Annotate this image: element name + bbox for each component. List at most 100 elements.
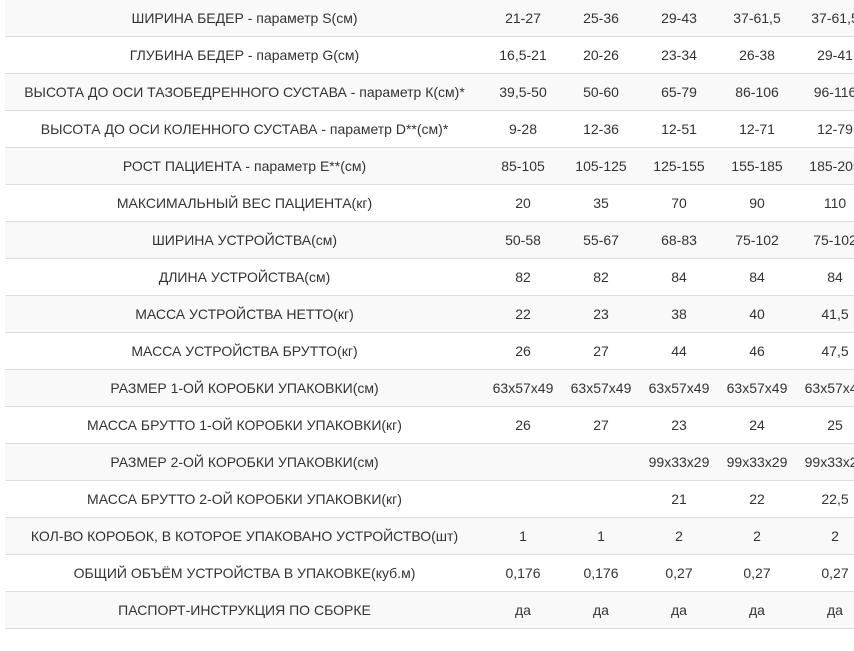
table-cell: 23 [562, 295, 640, 333]
table-cell: да [484, 591, 562, 629]
table-cell: 23-34 [640, 36, 718, 74]
table-cell: 37-61,5 [718, 0, 796, 37]
table-row: ПАСПОРТ-ИНСТРУКЦИЯ ПО СБОРКЕ да да да да да [5, 591, 854, 629]
table-cell: 68-83 [640, 221, 718, 259]
table-cell: да [640, 591, 718, 629]
table-cell: 0,27 [796, 554, 854, 592]
table-cell: 2 [718, 517, 796, 555]
table-cell: 22,5 [796, 480, 854, 518]
table-cell: 0,176 [562, 554, 640, 592]
table-cell: 86-106 [718, 73, 796, 111]
table-cell: 38 [640, 295, 718, 333]
table-cell: 12-79 [796, 110, 854, 148]
table-cell: да [796, 591, 854, 629]
table-row: МАКСИМАЛЬНЫЙ ВЕС ПАЦИЕНТА(кг) 20 35 70 90 110 [5, 184, 854, 222]
table-cell: 99x33x29 [640, 443, 718, 481]
table-cell: 2 [640, 517, 718, 555]
table-cell: 63x57x49 [640, 369, 718, 407]
table-cell: 50-60 [562, 73, 640, 111]
table-cell: 37-61,5 [796, 0, 854, 37]
row-label: ГЛУБИНА БЕДЕР - параметр G(см) [5, 36, 484, 74]
row-label: МАССА УСТРОЙСТВА БРУТТО(кг) [5, 332, 484, 370]
table-row: МАССА УСТРОЙСТВА НЕТТО(кг) 22 23 38 40 41,5 [5, 295, 854, 333]
table-row: КОЛ-ВО КОРОБОК, В КОТОРОЕ УПАКОВАНО УСТР… [5, 517, 854, 555]
table-cell: 85-105 [484, 147, 562, 185]
table-cell: 0,27 [640, 554, 718, 592]
table-row: РАЗМЕР 2-ОЙ КОРОБКИ УПАКОВКИ(см) 99x33x29… [5, 443, 854, 481]
table-cell: 22 [484, 295, 562, 333]
table-cell: 155-185 [718, 147, 796, 185]
table-cell: 26-38 [718, 36, 796, 74]
table-cell [484, 443, 562, 481]
table-cell: 25 [796, 406, 854, 444]
table-cell: 21-27 [484, 0, 562, 37]
table-row: МАССА БРУТТО 1-ОЙ КОРОБКИ УПАКОВКИ(кг) 26… [5, 406, 854, 444]
row-label: МАССА БРУТТО 1-ОЙ КОРОБКИ УПАКОВКИ(кг) [5, 406, 484, 444]
table-cell: 20 [484, 184, 562, 222]
table-cell [484, 480, 562, 518]
table-cell: 39,5-50 [484, 73, 562, 111]
table-cell: 27 [562, 406, 640, 444]
table-cell: 0,176 [484, 554, 562, 592]
table-cell: 125-155 [640, 147, 718, 185]
row-label: ВЫСОТА ДО ОСИ КОЛЕННОГО СУСТАВА - параме… [5, 110, 484, 148]
table-cell: да [718, 591, 796, 629]
table-cell: 47,5 [796, 332, 854, 370]
table-cell: 63x57x49 [562, 369, 640, 407]
row-label: ДЛИНА УСТРОЙСТВА(см) [5, 258, 484, 296]
table-cell: 44 [640, 332, 718, 370]
table-row: РАЗМЕР 1-ОЙ КОРОБКИ УПАКОВКИ(см) 63x57x49… [5, 369, 854, 407]
row-label: ПАСПОРТ-ИНСТРУКЦИЯ ПО СБОРКЕ [5, 591, 484, 629]
table-row: ГЛУБИНА БЕДЕР - параметр G(см) 16,5-21 20-… [5, 36, 854, 74]
table-cell: 90 [718, 184, 796, 222]
table-cell [562, 480, 640, 518]
row-label: ОБЩИЙ ОБЪЁМ УСТРОЙСТВА В УПАКОВКЕ(куб.м) [5, 554, 484, 592]
table-cell [562, 443, 640, 481]
table-cell: да [562, 591, 640, 629]
table-cell: 84 [796, 258, 854, 296]
table-row: ВЫСОТА ДО ОСИ КОЛЕННОГО СУСТАВА - параме… [5, 110, 854, 148]
row-label: МАКСИМАЛЬНЫЙ ВЕС ПАЦИЕНТА(кг) [5, 184, 484, 222]
table-cell: 9-28 [484, 110, 562, 148]
table-cell: 1 [562, 517, 640, 555]
table-cell: 105-125 [562, 147, 640, 185]
table-cell: 16,5-21 [484, 36, 562, 74]
row-label: ШИРИНА УСТРОЙСТВА(см) [5, 221, 484, 259]
table-cell: 20-26 [562, 36, 640, 74]
table-cell: 75-102 [718, 221, 796, 259]
table-row: РОСТ ПАЦИЕНТА - параметр E**(см) 85-105 10… [5, 147, 854, 185]
row-label: РАЗМЕР 1-ОЙ КОРОБКИ УПАКОВКИ(см) [5, 369, 484, 407]
table-cell: 22 [718, 480, 796, 518]
table-cell: 99x33x29 [796, 443, 854, 481]
table-cell: 84 [640, 258, 718, 296]
table-cell: 63x57x49 [718, 369, 796, 407]
table-cell: 82 [484, 258, 562, 296]
table-cell: 26 [484, 332, 562, 370]
table-cell: 65-79 [640, 73, 718, 111]
table-cell: 1 [484, 517, 562, 555]
row-label: ШИРИНА БЕДЕР - параметр S(см) [5, 0, 484, 37]
table-cell: 63x57x49 [796, 369, 854, 407]
table-cell: 24 [718, 406, 796, 444]
table-cell: 26 [484, 406, 562, 444]
table-cell: 0,27 [718, 554, 796, 592]
table-cell: 27 [562, 332, 640, 370]
table-row: МАССА УСТРОЙСТВА БРУТТО(кг) 26 27 44 46 47,5 [5, 332, 854, 370]
row-label: КОЛ-ВО КОРОБОК, В КОТОРОЕ УПАКОВАНО УСТР… [5, 517, 484, 555]
table-cell: 29-43 [640, 0, 718, 37]
row-label: РОСТ ПАЦИЕНТА - параметр E**(см) [5, 147, 484, 185]
table-cell: 21 [640, 480, 718, 518]
table-cell: 96-116 [796, 73, 854, 111]
table-row: ДЛИНА УСТРОЙСТВА(см) 82 82 84 84 84 [5, 258, 854, 296]
table-cell: 12-71 [718, 110, 796, 148]
specifications-table: ШИРИНА БЕДЕР - параметр S(см) 21-27 25-36 2… [5, 0, 854, 629]
table-row: МАССА БРУТТО 2-ОЙ КОРОБКИ УПАКОВКИ(кг) 21… [5, 480, 854, 518]
table-cell: 2 [796, 517, 854, 555]
table-cell: 63x57x49 [484, 369, 562, 407]
table-cell: 84 [718, 258, 796, 296]
table-row: ШИРИНА УСТРОЙСТВА(см) 50-58 55-67 68-83 75-1… [5, 221, 854, 259]
table-cell: 46 [718, 332, 796, 370]
table-cell: 23 [640, 406, 718, 444]
table-cell: 110 [796, 184, 854, 222]
table-cell: 55-67 [562, 221, 640, 259]
